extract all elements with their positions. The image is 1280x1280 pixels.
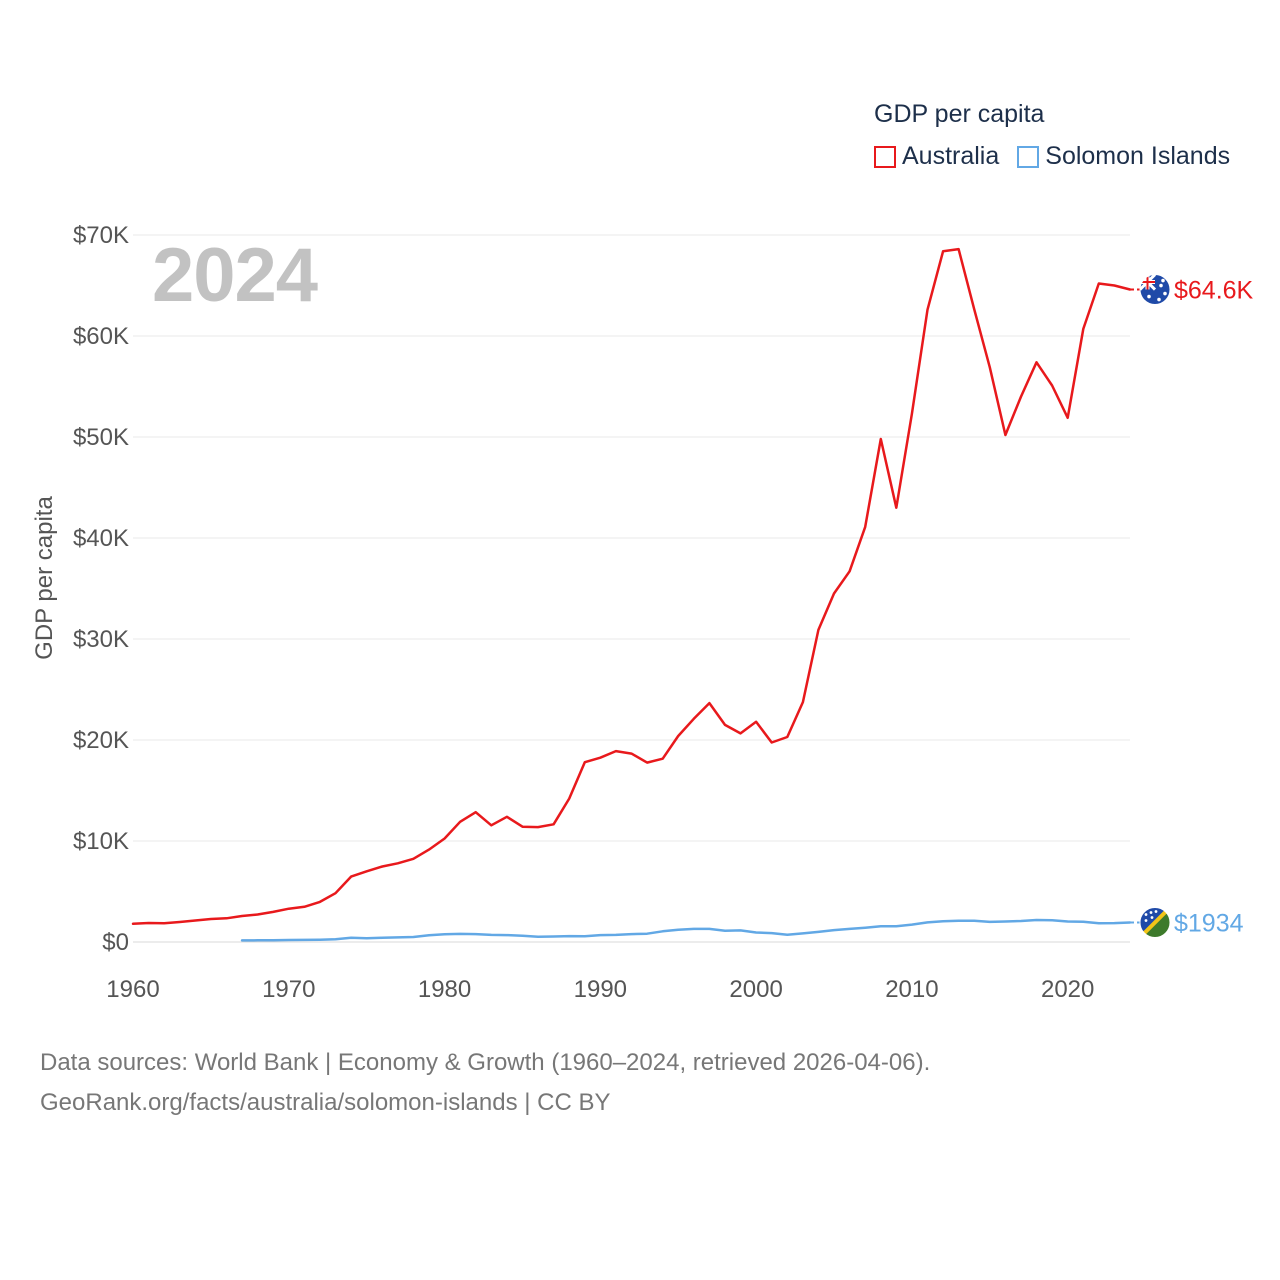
y-tick-label: $30K <box>73 626 129 653</box>
series-line-solomon-islands <box>240 918 1132 942</box>
y-tick-label: $60K <box>73 323 129 350</box>
y-tick-label: $0 <box>102 929 129 956</box>
series-lines <box>131 247 1132 942</box>
legend: Australia Solomon Islands <box>874 142 1248 171</box>
y-tick-label: $50K <box>73 424 129 451</box>
x-tick-label: 1990 <box>574 976 627 1003</box>
y-axis-ticks: $0 $10K $20K $30K $40K $50K $60K $70K <box>73 222 129 956</box>
end-label-australia: $64.6K <box>1174 277 1254 305</box>
gridlines <box>133 234 1130 943</box>
x-tick-label: 1980 <box>418 976 471 1003</box>
y-tick-label: $70K <box>73 222 129 249</box>
y-axis-label: GDP per capita <box>31 496 58 660</box>
source-line: Data sources: World Bank | Economy & Gro… <box>40 1049 931 1076</box>
x-tick-label: 1960 <box>106 976 159 1003</box>
legend-swatch-solomon-islands <box>1017 145 1040 168</box>
legend-item-solomon-islands[interactable]: Solomon Islands <box>1017 142 1230 171</box>
x-tick-label: 2010 <box>885 976 938 1003</box>
source-note: Data sources: World Bank | Economy & Gro… <box>40 1043 930 1123</box>
x-axis-ticks: 1960 1970 1980 1990 2000 2010 2020 <box>106 976 1094 1003</box>
series-line-australia <box>131 247 1132 926</box>
x-tick-label: 2000 <box>729 976 782 1003</box>
y-tick-label: $20K <box>73 727 129 754</box>
australia-flag-icon <box>1139 274 1171 306</box>
legend-title: GDP per capita <box>874 100 1045 128</box>
legend-item-australia[interactable]: Australia <box>874 142 999 171</box>
solomon-islands-flag-icon <box>1139 906 1171 938</box>
series-end-markers: $64.6K $1934 <box>1130 274 1254 938</box>
legend-swatch-australia <box>874 145 896 168</box>
x-tick-label: 1970 <box>262 976 315 1003</box>
year-label: 2024 <box>152 233 318 318</box>
y-tick-label: $40K <box>73 525 129 552</box>
x-tick-label: 2020 <box>1041 976 1094 1003</box>
y-tick-label: $10K <box>73 828 129 855</box>
legend-label-australia: Australia <box>902 142 1000 170</box>
source-url: GeoRank.org/facts/australia/solomon-isla… <box>40 1089 611 1116</box>
end-label-solomon-islands: $1934 <box>1174 909 1244 937</box>
legend-label-solomon-islands: Solomon Islands <box>1045 142 1231 170</box>
